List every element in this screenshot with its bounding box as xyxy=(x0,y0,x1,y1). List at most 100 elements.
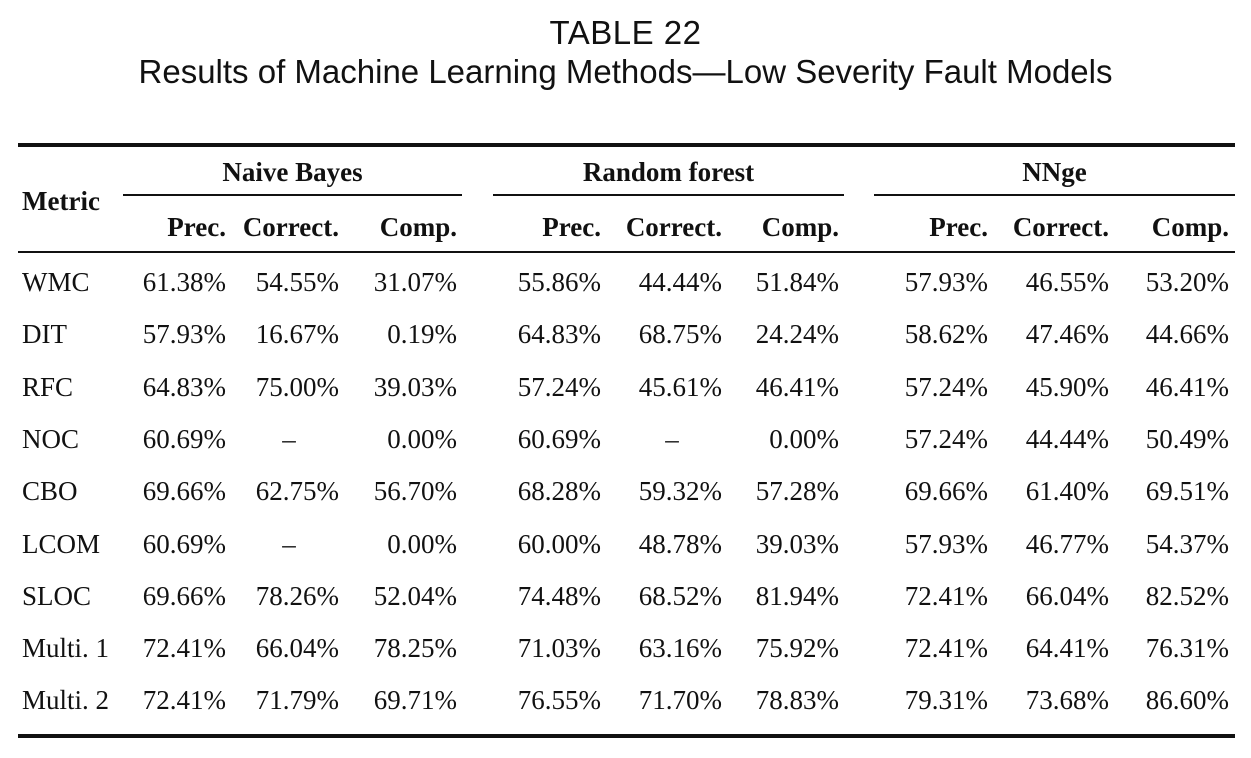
table-cell: 57.93% xyxy=(142,319,226,349)
table-cell: 48.78% xyxy=(638,529,722,559)
table-cell: 78.25% xyxy=(373,633,457,663)
table-cell: 46.41% xyxy=(755,372,839,402)
table-title: Results of Machine Learning Methods—Low … xyxy=(138,53,1113,90)
table-cell: 66.04% xyxy=(255,633,339,663)
group-header-0: Naive Bayes xyxy=(222,157,363,187)
group-rule-1 xyxy=(493,194,844,196)
table-cell: 45.61% xyxy=(638,372,722,402)
table-cell: 52.04% xyxy=(373,581,457,611)
table-cell: 55.86% xyxy=(517,267,601,297)
metric-column-header: Metric xyxy=(22,186,100,216)
table-cell: 57.24% xyxy=(904,372,988,402)
table-cell: 75.00% xyxy=(255,372,339,402)
row-label-1: DIT xyxy=(22,319,67,349)
row-label-7: Multi. 1 xyxy=(22,633,110,663)
table-cell: 71.70% xyxy=(638,685,722,715)
group-rule-2 xyxy=(874,194,1235,196)
table-cell: 39.03% xyxy=(373,372,457,402)
table-cell: 69.71% xyxy=(373,685,457,715)
table-cell: 76.55% xyxy=(517,685,601,715)
table-cell: 44.44% xyxy=(1025,424,1109,454)
table-cell: 64.83% xyxy=(517,319,601,349)
table-cell: 60.69% xyxy=(517,424,601,454)
table-cell: 46.77% xyxy=(1025,529,1109,559)
table-cell: – xyxy=(282,424,296,454)
table-caption: TABLE 22 Results of Machine Learning Met… xyxy=(0,14,1251,92)
table-cell: 51.84% xyxy=(755,267,839,297)
table-cell: 54.55% xyxy=(255,267,339,297)
table-cell: 57.93% xyxy=(904,529,988,559)
table-cell: 45.90% xyxy=(1025,372,1109,402)
table-cell: 72.41% xyxy=(142,685,226,715)
table-number: TABLE 22 xyxy=(549,14,702,51)
table-cell: 69.66% xyxy=(904,476,988,506)
table-cell: 60.69% xyxy=(142,424,226,454)
table-cell: 68.52% xyxy=(638,581,722,611)
table-cell: 0.00% xyxy=(769,424,839,454)
row-label-0: WMC xyxy=(22,267,90,297)
table-cell: 31.07% xyxy=(373,267,457,297)
row-label-6: SLOC xyxy=(22,581,92,611)
table-cell: 61.38% xyxy=(142,267,226,297)
table-cell: 0.00% xyxy=(387,424,457,454)
table-cell: 44.66% xyxy=(1145,319,1229,349)
table-cell: 74.48% xyxy=(517,581,601,611)
table-cell: 64.41% xyxy=(1025,633,1109,663)
table-cell: – xyxy=(282,529,296,559)
table-cell: 50.49% xyxy=(1145,424,1229,454)
table-cell: 58.62% xyxy=(904,319,988,349)
table-cell: 69.66% xyxy=(142,581,226,611)
group-header-1: Random forest xyxy=(582,157,755,187)
table-cell: 68.75% xyxy=(638,319,722,349)
column-header-0-0: Prec. xyxy=(167,212,226,242)
table-cell: 75.92% xyxy=(755,633,839,663)
table-cell: 82.52% xyxy=(1145,581,1229,611)
table-cell: 63.16% xyxy=(638,633,722,663)
column-header-1-2: Comp. xyxy=(761,212,839,242)
column-header-2-1: Correct. xyxy=(1012,212,1109,242)
table-cell: 57.28% xyxy=(755,476,839,506)
table-cell: 46.41% xyxy=(1145,372,1229,402)
table-cell: 46.55% xyxy=(1025,267,1109,297)
column-header-2-2: Comp. xyxy=(1151,212,1229,242)
group-rule-0 xyxy=(123,194,462,196)
row-label-8: Multi. 2 xyxy=(22,685,110,715)
column-header-0-2: Comp. xyxy=(379,212,457,242)
table-cell: 57.24% xyxy=(517,372,601,402)
row-label-2: RFC xyxy=(22,372,74,402)
table-cell: 60.00% xyxy=(517,529,601,559)
table-top-rule xyxy=(18,143,1235,147)
column-header-2-0: Prec. xyxy=(929,212,988,242)
table-cell: 66.04% xyxy=(1025,581,1109,611)
table-cell: 47.46% xyxy=(1025,319,1109,349)
table-cell: 16.67% xyxy=(255,319,339,349)
column-header-1-1: Correct. xyxy=(625,212,722,242)
table-cell: 72.41% xyxy=(142,633,226,663)
table-cell: 69.66% xyxy=(142,476,226,506)
table-cell: 79.31% xyxy=(904,685,988,715)
table-cell: 71.03% xyxy=(517,633,601,663)
row-label-3: NOC xyxy=(22,424,80,454)
table-cell: 62.75% xyxy=(255,476,339,506)
table-bottom-rule xyxy=(18,734,1235,738)
row-label-5: LCOM xyxy=(22,529,101,559)
table-cell: 60.69% xyxy=(142,529,226,559)
table-cell: 78.26% xyxy=(255,581,339,611)
table-cell: 0.19% xyxy=(387,319,457,349)
table-cell: 72.41% xyxy=(904,581,988,611)
table-cell: 0.00% xyxy=(387,529,457,559)
table-cell: 44.44% xyxy=(638,267,722,297)
table-cell: 54.37% xyxy=(1145,529,1229,559)
table-cell: 56.70% xyxy=(373,476,457,506)
table-cell: 64.83% xyxy=(142,372,226,402)
table-cell: 68.28% xyxy=(517,476,601,506)
group-header-2: NNge xyxy=(1022,157,1087,187)
table-cell: 72.41% xyxy=(904,633,988,663)
table-cell: 86.60% xyxy=(1145,685,1229,715)
column-header-0-1: Correct. xyxy=(242,212,339,242)
table-cell: 24.24% xyxy=(755,319,839,349)
table-cell: 57.24% xyxy=(904,424,988,454)
table-cell: 76.31% xyxy=(1145,633,1229,663)
table-cell: 71.79% xyxy=(255,685,339,715)
table-cell: 78.83% xyxy=(755,685,839,715)
